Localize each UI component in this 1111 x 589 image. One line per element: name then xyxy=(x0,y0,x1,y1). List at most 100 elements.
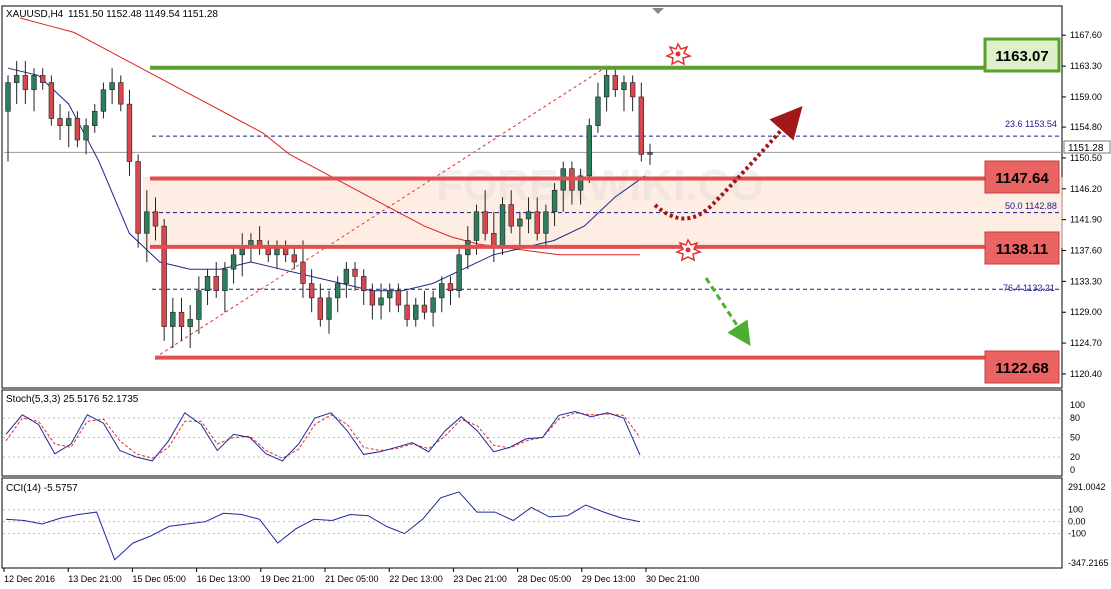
candle-body xyxy=(421,304,428,313)
fib-lines xyxy=(4,67,1062,359)
candle-body xyxy=(404,304,410,320)
time-tick-label: 23 Dec 21:00 xyxy=(453,574,507,584)
candle-body xyxy=(326,297,332,320)
candle-body xyxy=(334,283,341,299)
candle-body xyxy=(647,152,653,155)
stoch-tick-label: 80 xyxy=(1070,413,1080,423)
candle-body xyxy=(456,254,462,292)
current-price: 1151.28 xyxy=(1068,143,1104,154)
candle-body xyxy=(92,110,98,126)
candle-body xyxy=(57,118,63,126)
price-tick-label: 1120.40 xyxy=(1070,369,1102,379)
current-price-tag xyxy=(1063,140,1111,154)
fib-label-236: 23.6 1153.54 xyxy=(1005,119,1057,129)
level-box-1147: 1147.64 xyxy=(984,160,1060,194)
candle-body xyxy=(543,211,549,234)
time-tick-label: 22 Dec 13:00 xyxy=(389,574,443,584)
scroll-marker-icon[interactable] xyxy=(652,8,664,14)
stoch-tick-label: 20 xyxy=(1070,452,1080,462)
time-tick-label: 12 Dec 2016 xyxy=(4,574,55,584)
watermark: FOREXWIKI.CO xyxy=(436,161,764,210)
candle-body xyxy=(577,175,584,191)
level-value-1163: 1163.07 xyxy=(995,48,1048,65)
price-tick-label: 1141.90 xyxy=(1070,215,1102,225)
candle-body xyxy=(291,254,297,263)
candle-body xyxy=(100,89,107,112)
cci-lines: 291.0042 100 0.00 -100 -347.2165 xyxy=(3,482,1109,568)
fib-trend-line xyxy=(154,67,606,359)
candle-body xyxy=(161,225,167,327)
candle-body xyxy=(534,211,540,234)
candle-body xyxy=(508,204,514,227)
candle-body xyxy=(74,118,81,141)
moving-averages xyxy=(7,17,646,292)
price-tick-label: 1163.30 xyxy=(1070,61,1102,71)
candle-body xyxy=(126,103,133,162)
price-tick-label: 1124.70 xyxy=(1070,338,1102,348)
candle-body xyxy=(361,276,367,292)
time-tick-label: 28 Dec 05:00 xyxy=(518,574,572,584)
price-tick-label: 1137.60 xyxy=(1070,246,1102,256)
candle-body xyxy=(109,82,115,91)
candle-body xyxy=(603,75,610,98)
ma-slow-line xyxy=(19,17,640,256)
candle-body xyxy=(22,75,29,91)
candle-body xyxy=(621,82,627,91)
candle-body xyxy=(343,268,350,284)
time-tick-label: 19 Dec 21:00 xyxy=(261,574,315,584)
price-tick-label: 1129.00 xyxy=(1070,307,1102,317)
candle-body xyxy=(83,125,89,141)
cci-tick-label: 0.00 xyxy=(1068,517,1086,527)
candle-body xyxy=(187,319,193,327)
price-tick-label: 1154.80 xyxy=(1070,122,1102,132)
candle-body xyxy=(152,211,159,227)
candle-body xyxy=(482,211,488,234)
cci-tick-label: -100 xyxy=(1068,529,1086,539)
fib-label-500: 50.0 1142.88 xyxy=(1005,201,1057,211)
candle-body xyxy=(586,125,592,177)
candle-body xyxy=(517,218,523,227)
cci-tick-label: 100 xyxy=(1068,505,1083,515)
candle-body xyxy=(5,82,11,112)
candle-body xyxy=(135,161,141,234)
candle-body xyxy=(230,254,237,270)
candle-body xyxy=(395,290,402,306)
time-tick-label: 16 Dec 13:00 xyxy=(197,574,251,584)
candle-body xyxy=(638,96,645,155)
candle-body xyxy=(317,297,324,320)
price-tick-label: 1159.00 xyxy=(1070,92,1102,102)
fib-label-764: 76.4 1132.21 xyxy=(1003,283,1055,293)
bearish-arrow xyxy=(704,277,751,347)
stoch-panel xyxy=(1,389,1063,477)
price-tick-label: 1167.60 xyxy=(1070,30,1102,40)
level-box-1138: 1138.11 xyxy=(984,231,1060,265)
stoch-tick-label: 50 xyxy=(1070,433,1080,443)
stoch-lines: 100 80 50 20 0 xyxy=(3,400,1085,475)
candle-body xyxy=(439,283,445,299)
cci-tick-label: -347.2165 xyxy=(1068,558,1109,568)
candle-body xyxy=(525,211,532,220)
level-value-1147: 1147.64 xyxy=(995,170,1049,187)
candle-body xyxy=(213,276,219,292)
candle-body xyxy=(413,304,419,320)
candle-body xyxy=(387,290,393,299)
starburst-top-dot xyxy=(675,51,681,57)
candle-body xyxy=(369,290,376,306)
level-lines xyxy=(150,65,985,360)
time-tick-label: 21 Dec 05:00 xyxy=(325,574,379,584)
ma-fast-line xyxy=(7,67,646,292)
candle-body xyxy=(178,311,185,327)
symbol-label: XAUUSD,H4 xyxy=(6,9,64,20)
candle-body xyxy=(551,189,558,213)
candle-body xyxy=(31,75,37,91)
level-value-1122: 1122.68 xyxy=(995,360,1048,377)
price-tick-label: 1146.20 xyxy=(1070,184,1102,194)
candle-body xyxy=(40,75,46,83)
price-tick-label: 1150.50 xyxy=(1070,153,1102,163)
candle-body xyxy=(629,82,636,98)
candle-body xyxy=(196,290,202,320)
starburst-bottom-dot xyxy=(685,247,691,253)
time-tick-label: 29 Dec 13:00 xyxy=(582,574,636,584)
candle-body xyxy=(499,204,506,248)
